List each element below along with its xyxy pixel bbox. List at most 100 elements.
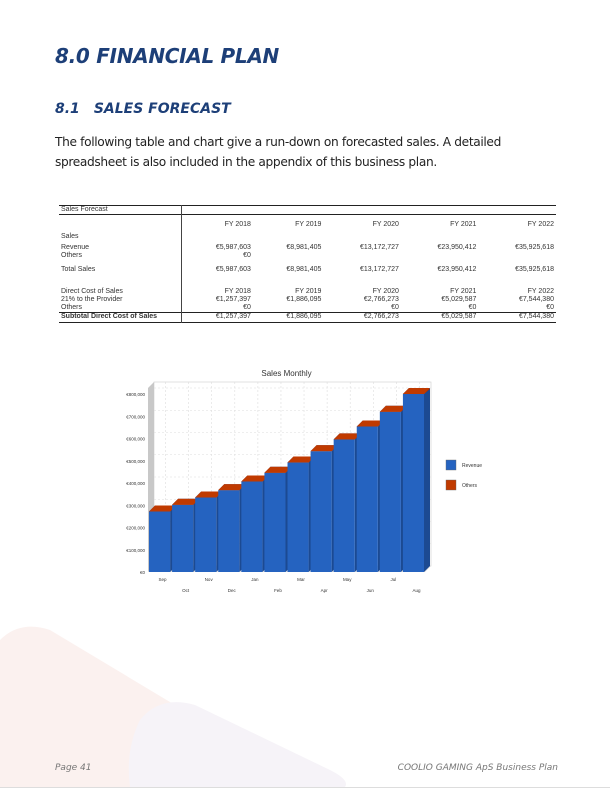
table-row: Sales: [59, 228, 556, 241]
bar-revenue-side: [424, 388, 430, 572]
y-tick-label: €500,000: [126, 459, 145, 464]
table-cell: [182, 206, 253, 215]
chart-title: Sales Monthly: [261, 369, 311, 378]
x-tick-label: Oct: [182, 588, 190, 593]
y-tick-label: €600,000: [126, 437, 145, 442]
row-label: Others: [59, 251, 182, 260]
row-label: Sales: [59, 228, 182, 241]
table-cell: €1,886,095: [286, 295, 322, 303]
table-cell: €1,886,095: [286, 313, 322, 320]
x-tick-label: Sep: [159, 577, 168, 582]
bar-revenue: [333, 439, 355, 572]
table-cell: [478, 206, 556, 215]
table-row: FY 2018 FY 2019 FY 2020 FY 2021 FY 2022: [59, 220, 556, 229]
table-cell: FY 2018: [224, 287, 251, 295]
bar-others-top: [241, 475, 269, 482]
row-label: [59, 220, 182, 229]
y-tick-label: €300,000: [126, 503, 145, 508]
bar-others-top: [149, 505, 177, 512]
table-cell: €7,544,380: [518, 313, 554, 320]
bar-others-top: [379, 405, 407, 412]
table-cell: FY 2020: [372, 220, 399, 228]
x-tick-label: Dec: [228, 588, 237, 593]
table-cell: FY 2022: [527, 287, 554, 295]
table-cell: FY 2018: [224, 220, 251, 228]
table-cell: [253, 252, 324, 260]
x-tick-label: Feb: [274, 588, 282, 593]
table-cell: €5,987,603: [215, 243, 251, 251]
x-tick-label: Aug: [412, 588, 421, 593]
table-cell: €1,257,397: [215, 313, 251, 320]
table-cell: €13,172,727: [359, 265, 399, 273]
table-row: Subtotal Direct Cost of Sales €1,257,397 €…: [59, 312, 556, 322]
page-edge: [0, 787, 610, 788]
legend-swatch: [445, 459, 457, 471]
table-cell: €0: [243, 303, 251, 311]
x-tick-label: Jun: [367, 588, 375, 593]
table-cell: FY 2021: [450, 287, 477, 295]
bar-revenue: [195, 497, 217, 572]
bar-others-top: [402, 388, 430, 394]
table-row: Total Sales €5,987,603 €8,981,405 €13,172,7…: [59, 259, 556, 274]
table-cell: €13,172,727: [359, 243, 399, 251]
table-cell: €5,029,587: [441, 313, 477, 320]
table-cell: FY 2020: [372, 287, 399, 295]
row-label: Direct Cost of Sales: [59, 287, 182, 296]
table-cell: €5,987,603: [215, 265, 251, 273]
bar-revenue: [218, 490, 240, 572]
table-cell: €35,925,618: [515, 265, 554, 273]
section-heading: 8.1 SALES FORECAST: [55, 101, 231, 117]
table-cell: FY 2019: [295, 287, 322, 295]
x-tick-label: Apr: [321, 588, 329, 593]
bar-others-top: [356, 420, 384, 427]
table-cell: €5,029,587: [441, 295, 477, 303]
row-label: Total Sales: [59, 259, 182, 274]
table-cell: €0: [391, 303, 399, 311]
bar-revenue: [356, 426, 378, 572]
sales-monthly-chart: Sales Monthly €0 €100,000 €200,000 €300,000 €…: [126, 369, 482, 593]
row-label: [59, 214, 182, 221]
table-cell: €7,544,380: [518, 295, 554, 303]
table-row: [59, 214, 556, 221]
table-cell: [253, 304, 324, 313]
table-cell: FY 2021: [450, 220, 477, 228]
table-row: Sales Forecast: [59, 205, 556, 215]
bar-others-top: [333, 433, 361, 440]
table-cell: €2,766,273: [363, 295, 399, 303]
table-cell: [478, 252, 556, 260]
intro-paragraph: The following table and chart give a run…: [55, 135, 501, 169]
table-row: Others €0: [59, 251, 556, 260]
table-cell: [182, 229, 253, 241]
x-tick-label: Jan: [251, 577, 259, 582]
background-decoration: [0, 626, 346, 787]
row-label: Sales Forecast: [59, 205, 182, 215]
bar-others-top: [195, 491, 223, 498]
bar-revenue: [149, 511, 171, 572]
x-tick-label: Mar: [297, 577, 305, 582]
bar-others-top: [287, 456, 315, 463]
table-cell: [323, 229, 401, 241]
table-cell: FY 2019: [295, 220, 322, 228]
row-label: 21% to the Provider: [59, 295, 182, 304]
page-heading: 8.0 FINANCIAL PLAN: [55, 44, 279, 68]
table-cell: [401, 252, 479, 260]
y-tick-label: €100,000: [126, 548, 145, 553]
x-tick-label: Jul: [390, 577, 396, 582]
legend-swatch: [445, 479, 457, 491]
table-cell: [401, 206, 479, 215]
table-cell: [253, 229, 324, 241]
row-label: Subtotal Direct Cost of Sales: [59, 312, 182, 322]
legend-label: Others: [462, 483, 478, 489]
y-tick-label: €0: [140, 570, 146, 575]
table-cell: [253, 206, 324, 215]
y-tick-label: €200,000: [126, 526, 145, 531]
table-cell: €23,950,412: [437, 265, 477, 273]
table-cell: €35,925,618: [515, 243, 554, 251]
table-cell: [323, 274, 401, 288]
table-row: Others €0 €0 €0 €0: [59, 303, 556, 313]
x-tick-label: May: [343, 577, 352, 582]
table-row: Revenue €5,987,603 €8,981,405 €13,172,727 €2…: [59, 240, 556, 252]
table-cell: €8,981,405: [286, 265, 322, 273]
table-cell: [478, 229, 556, 241]
y-tick-label: €700,000: [126, 414, 145, 419]
